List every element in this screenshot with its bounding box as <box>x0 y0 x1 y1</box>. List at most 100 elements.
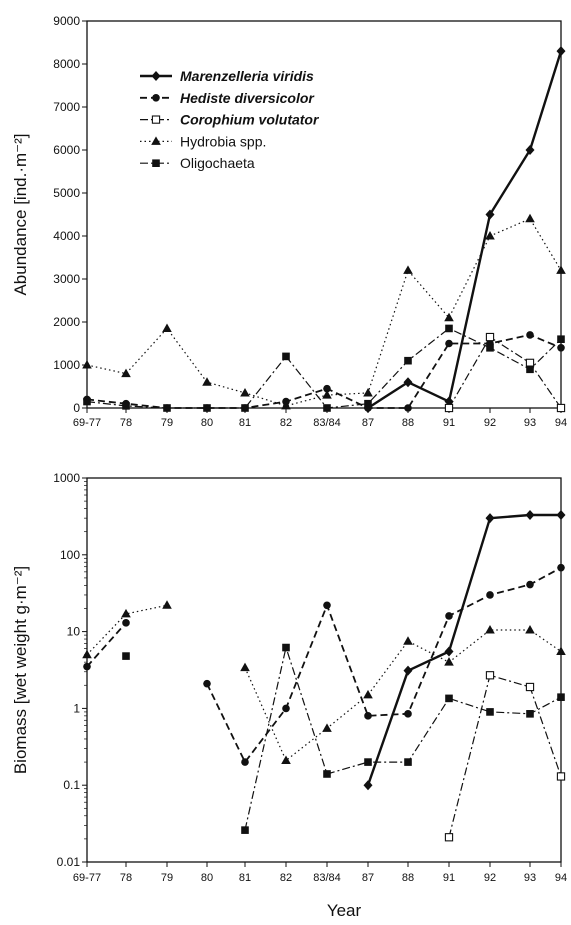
abundance-y-tick-label: 2000 <box>53 315 80 329</box>
abundance-point-marenzelleria-viridis <box>525 145 535 155</box>
abundance-y-axis-label: Abundance [ind.·m⁻²] <box>11 133 30 295</box>
biomass-point-hydrobia-spp <box>162 600 172 609</box>
abundance-legend: Marenzelleria viridis Hediste diversicolo… <box>140 68 320 171</box>
biomass-point-corophium-volutator <box>444 833 454 842</box>
biomass-y-tick-label: 0.1 <box>63 778 80 792</box>
abundance-x-tick-label: 87 <box>362 417 374 429</box>
biomass-point-oligochaeta <box>557 693 565 701</box>
legend-item-hediste-diversicolor: Hediste diversicolor <box>140 90 315 106</box>
biomass-y-tick-label: 100 <box>60 548 80 562</box>
abundance-x-tick-label: 69-77 <box>73 417 101 429</box>
abundance-point-hediste-diversicolor <box>404 404 412 412</box>
biomass-series-line-hediste-diversicolor <box>86 622 127 668</box>
abundance-point-oligochaeta <box>203 404 211 412</box>
abundance-point-hediste-diversicolor <box>445 339 453 348</box>
biomass-point-hediste-diversicolor <box>404 710 412 718</box>
abundance-chart: 0 1000 2000 3000 4000 5000 6000 7000 8000 9000 69-… <box>11 14 567 429</box>
biomass-point-hediste-diversicolor <box>203 679 211 688</box>
biomass-point-hydrobia-spp <box>322 723 332 732</box>
abundance-point-hydrobia-spp <box>202 377 212 386</box>
biomass-x-tick-label: 88 <box>402 872 414 884</box>
biomass-point-oligochaeta <box>122 652 130 660</box>
biomass-point-marenzelleria-viridis <box>525 509 535 520</box>
abundance-y-tick-label: 0 <box>73 401 80 415</box>
biomass-point-hydrobia-spp <box>525 624 535 634</box>
biomass-point-hydrobia-spp <box>444 657 454 666</box>
abundance-point-corophium-volutator <box>485 332 495 342</box>
biomass-series-line-hediste-diversicolor <box>206 566 562 763</box>
abundance-point-oligochaeta <box>122 402 130 410</box>
abundance-point-hediste-diversicolor <box>526 331 534 339</box>
abundance-y-tick-label: 1000 <box>53 358 80 372</box>
abundance-point-hydrobia-spp <box>162 323 172 332</box>
abundance-y-tick-label: 3000 <box>53 272 80 286</box>
abundance-point-hydrobia-spp <box>121 368 131 378</box>
biomass-point-hydrobia-spp <box>403 636 413 645</box>
biomass-series-line-corophium-volutator <box>448 674 562 838</box>
legend-label-corophium-volutator: Corophium volutator <box>180 112 320 128</box>
abundance-x-tick-label: 80 <box>201 417 213 429</box>
biomass-point-corophium-volutator <box>485 671 495 680</box>
abundance-x-tick-label: 94 <box>555 417 567 429</box>
abundance-point-hydrobia-spp <box>403 265 413 274</box>
abundance-y-tick-label: 4000 <box>53 229 80 243</box>
abundance-x-tick-label: 91 <box>443 417 455 429</box>
legend-marker-hydrobia-spp <box>151 136 161 145</box>
biomass-x-tick-label: 92 <box>484 872 496 884</box>
abundance-x-tick-label: 81 <box>239 417 251 429</box>
abundance-point-oligochaeta <box>486 344 494 352</box>
biomass-point-marenzelleria-viridis <box>403 665 413 676</box>
abundance-point-corophium-volutator <box>525 358 535 367</box>
biomass-point-oligochaeta <box>323 770 331 778</box>
biomass-point-marenzelleria-viridis <box>444 646 454 657</box>
abundance-series-line-hydrobia-spp <box>86 218 562 407</box>
biomass-point-marenzelleria-viridis <box>485 513 495 524</box>
biomass-x-tick-label: 79 <box>161 872 173 884</box>
abundance-point-corophium-volutator <box>556 403 566 413</box>
biomass-point-oligochaeta <box>404 758 412 766</box>
biomass-point-hydrobia-spp <box>82 649 92 659</box>
abundance-point-oligochaeta <box>282 352 290 361</box>
biomass-x-tick-label: 94 <box>555 872 567 884</box>
biomass-point-oligochaeta <box>282 643 290 652</box>
abundance-point-oligochaeta <box>364 399 372 408</box>
biomass-x-tick-label: 83/84 <box>313 872 341 884</box>
biomass-point-oligochaeta <box>445 694 453 703</box>
biomass-point-marenzelleria-viridis <box>363 780 373 791</box>
biomass-point-hydrobia-spp <box>556 646 566 656</box>
biomass-point-hediste-diversicolor <box>122 619 130 627</box>
abundance-point-marenzelleria-viridis <box>485 209 495 220</box>
legend-item-marenzelleria-viridis: Marenzelleria viridis <box>140 68 314 84</box>
biomass-x-tick-label: 81 <box>239 872 251 884</box>
abundance-x-tick-label: 82 <box>280 417 292 429</box>
biomass-point-hydrobia-spp <box>121 608 131 618</box>
abundance-y-tick-label: 9000 <box>53 14 80 28</box>
legend-marker-corophium-volutator <box>151 115 161 124</box>
biomass-point-marenzelleria-viridis <box>556 509 566 520</box>
biomass-chart: 0.01 0.1 1 10 100 1000 69-77 78 79 80 81 82 83/84 87 8… <box>11 471 567 920</box>
biomass-x-tick-label: 93 <box>524 872 536 884</box>
legend-label-oligochaeta: Oligochaeta <box>180 155 255 171</box>
biomass-y-tick-label: 1000 <box>53 471 80 485</box>
legend-marker-hediste-diversicolor <box>152 94 160 102</box>
biomass-point-corophium-volutator <box>525 682 535 692</box>
abundance-point-hydrobia-spp <box>363 387 373 397</box>
legend-item-hydrobia-spp: Hydrobia spp. <box>140 133 266 149</box>
abundance-y-tick-label: 6000 <box>53 143 80 157</box>
biomass-point-hediste-diversicolor <box>445 612 453 620</box>
biomass-x-tick-label: 91 <box>443 872 455 884</box>
biomass-y-tick-label: 1 <box>73 701 80 715</box>
biomass-point-hediste-diversicolor <box>241 758 249 766</box>
abundance-point-marenzelleria-viridis <box>403 377 413 388</box>
abundance-point-hydrobia-spp <box>556 265 566 274</box>
biomass-point-hydrobia-spp <box>281 755 291 764</box>
abundance-point-hydrobia-spp <box>485 231 495 240</box>
biomass-x-tick-label: 78 <box>120 872 132 884</box>
biomass-point-oligochaeta <box>241 826 249 834</box>
abundance-point-oligochaeta <box>445 324 453 333</box>
abundance-series-line-corophium-volutator <box>448 336 562 409</box>
legend-marker-marenzelleria-viridis <box>151 71 161 81</box>
abundance-point-hediste-diversicolor <box>323 384 331 393</box>
biomass-series-line-hydrobia-spp <box>86 604 168 656</box>
biomass-series-line-hydrobia-spp <box>244 629 562 762</box>
